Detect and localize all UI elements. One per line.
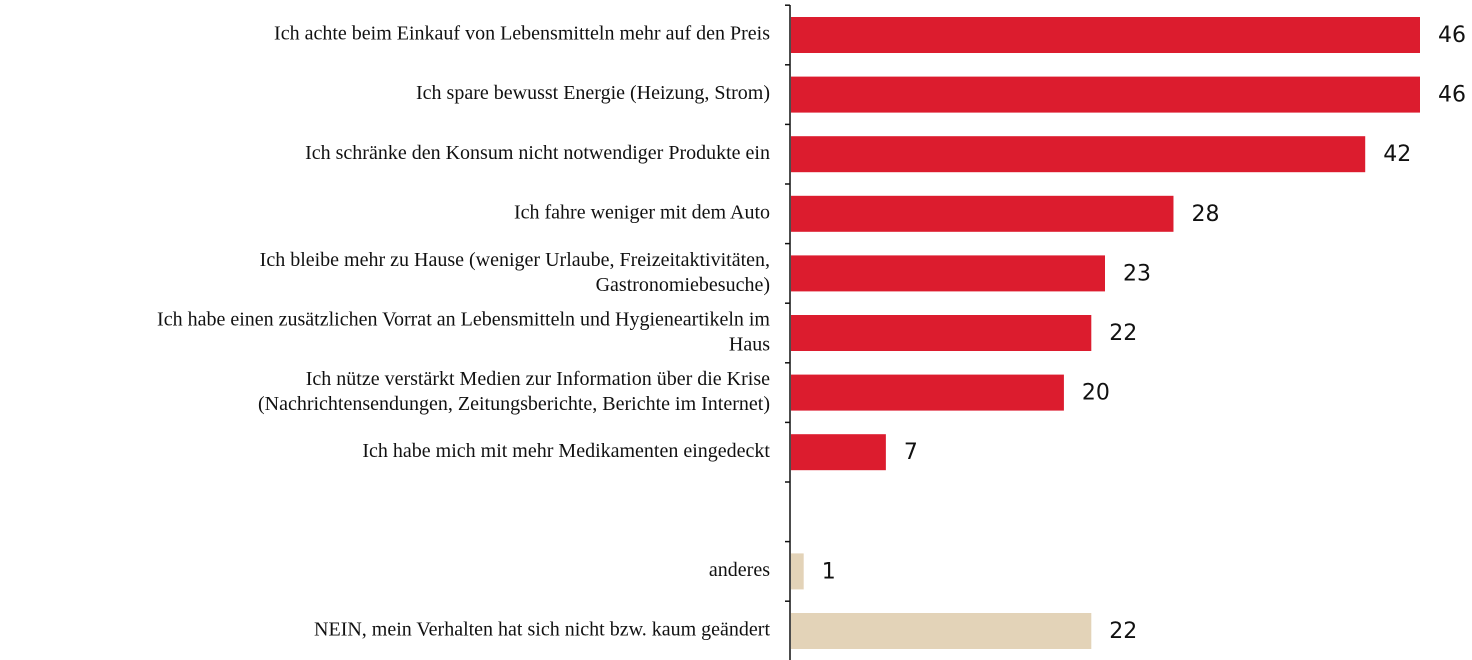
value-label: 7 xyxy=(904,440,918,465)
bar xyxy=(791,255,1105,292)
category-label: NEIN, mein Verhalten hat sich nicht bzw.… xyxy=(314,619,770,641)
category-label: Ich fahre weniger mit dem Auto xyxy=(514,201,770,223)
category-label: Ich achte beim Einkauf von Lebensmitteln… xyxy=(274,23,770,45)
category-label: anderes xyxy=(709,559,770,581)
value-label: 1 xyxy=(822,559,836,584)
value-label: 46 xyxy=(1438,23,1466,48)
bar xyxy=(791,553,804,590)
bar xyxy=(791,17,1420,53)
bar xyxy=(791,374,1064,411)
value-label: 46 xyxy=(1438,83,1466,108)
bar xyxy=(791,136,1366,173)
category-label: Ich spare bewusst Energie (Heizung, Stro… xyxy=(416,82,770,104)
bar xyxy=(791,315,1092,351)
category-label: Ich schränke den Konsum nicht notwendige… xyxy=(305,142,770,164)
value-label: 28 xyxy=(1191,202,1219,227)
value-label: 42 xyxy=(1383,142,1411,167)
bar xyxy=(791,76,1420,113)
category-label: Ich habe einen zusätzlichen Vorrat an Le… xyxy=(157,308,770,355)
bar xyxy=(791,613,1092,649)
category-label: Ich habe mich mit mehr Medikamenten eing… xyxy=(362,440,770,462)
bar xyxy=(791,195,1174,232)
category-label: Ich nütze verstärkt Medien zur Informati… xyxy=(258,368,770,415)
category-label: Ich bleibe mehr zu Hause (weniger Urlaub… xyxy=(260,248,770,295)
value-label: 23 xyxy=(1123,261,1151,286)
value-label: 20 xyxy=(1082,381,1110,406)
value-label: 22 xyxy=(1109,321,1137,346)
value-label: 22 xyxy=(1109,619,1137,644)
bar xyxy=(791,434,886,471)
